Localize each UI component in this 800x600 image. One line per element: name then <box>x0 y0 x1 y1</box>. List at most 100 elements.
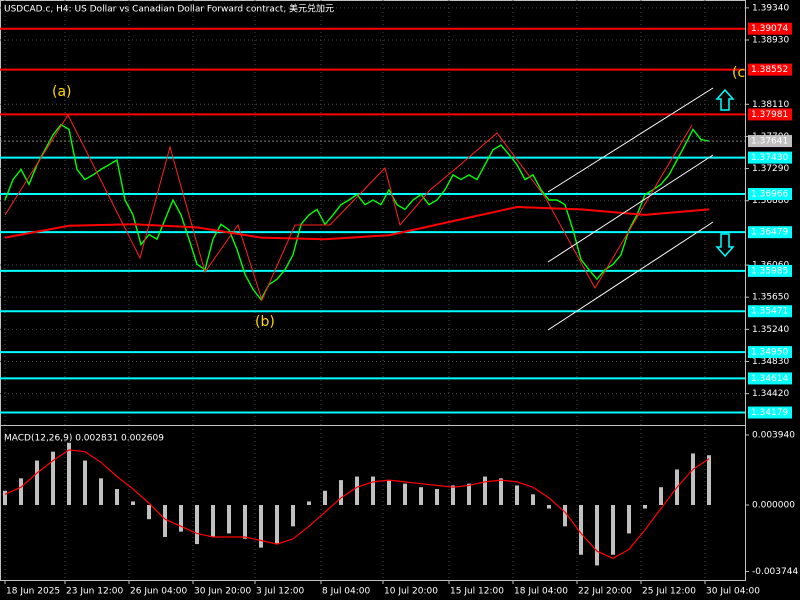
macd-bar <box>659 487 663 505</box>
x-tick-label: 15 Jul 12:00 <box>450 587 504 597</box>
macd-bar <box>547 504 551 509</box>
macd-bar <box>499 478 503 505</box>
macd-bar <box>483 476 487 505</box>
wave-label: (c <box>732 65 745 81</box>
macd-bar <box>387 480 391 505</box>
level-label-box <box>748 346 792 359</box>
level-label-box <box>748 226 792 239</box>
level-label: 1.35985 <box>751 266 788 276</box>
wave-label: (a) <box>52 84 72 100</box>
level-label-box <box>748 63 792 76</box>
x-tick-label: 26 Jun 04:00 <box>130 587 187 597</box>
zigzag <box>4 113 693 302</box>
channel <box>547 87 714 331</box>
level-label: 1.34950 <box>751 348 788 358</box>
x-tick-label: 10 Jul 20:00 <box>384 587 438 597</box>
macd-bar <box>515 485 519 505</box>
macd-bar <box>339 480 343 505</box>
macd-bar <box>451 485 455 505</box>
macd-bar <box>563 504 567 527</box>
x-tick-label: 30 Jun 20:00 <box>194 587 251 597</box>
level-label-box <box>748 22 792 35</box>
macd-bar <box>611 504 615 555</box>
panel-border <box>0 425 746 581</box>
macd-bar <box>467 483 471 505</box>
macd-bar <box>579 504 583 555</box>
last-price-label: 1.37641 <box>751 137 788 147</box>
moving-average <box>4 205 710 241</box>
level-label-box <box>748 406 792 419</box>
macd-bar <box>99 478 103 505</box>
macd-bar <box>195 504 199 545</box>
y-tick-label: 1.36880 <box>752 196 789 206</box>
y-tick-label: 1.38930 <box>752 35 789 45</box>
macd-bar <box>323 490 327 505</box>
x-tick-label: 25 Jul 12:00 <box>642 587 696 597</box>
y-tick-label: 1.38110 <box>752 100 789 110</box>
y-tick-label: -0.003744 <box>752 567 798 577</box>
level-label: 1.34179 <box>751 408 788 418</box>
level-label: 1.35471 <box>751 307 788 317</box>
level-label-box <box>748 108 792 121</box>
macd-bar <box>419 487 423 505</box>
macd-bar <box>211 504 215 537</box>
y-tick-label: 1.39340 <box>752 3 789 13</box>
y-tick-label: 1.34830 <box>752 357 789 367</box>
x-tick-label: 22 Jul 20:00 <box>578 587 632 597</box>
macd-bar <box>595 504 599 566</box>
y-tick-label: 1.35240 <box>752 325 789 335</box>
macd-bar <box>243 504 247 539</box>
x-tick-label: 18 Jul 04:00 <box>514 587 568 597</box>
level-label-box <box>748 264 792 277</box>
macd-bar <box>163 504 167 537</box>
macd-bar <box>307 501 311 505</box>
y-tick-label: 0.003940 <box>752 430 795 440</box>
y-tick-label: 1.35650 <box>752 293 789 303</box>
zigzag-line <box>4 113 693 302</box>
last-price-box <box>748 135 792 148</box>
level-label: 1.34614 <box>751 374 788 384</box>
y-tick-label: 0.000000 <box>752 500 795 510</box>
level-label: 1.37981 <box>751 110 788 120</box>
level-label: 1.38552 <box>751 65 788 75</box>
price-line <box>4 123 710 301</box>
down-arrow <box>715 233 735 258</box>
macd-bar <box>627 504 631 534</box>
macd-bar <box>291 504 295 527</box>
y-tick-label: 1.34420 <box>752 389 789 399</box>
macd-bar <box>147 504 151 520</box>
macd-bar <box>35 460 39 505</box>
macd-bar <box>227 504 231 534</box>
macd-bar <box>371 476 375 505</box>
x-tick-label: 3 Jul 12:00 <box>256 587 305 597</box>
level-label: 1.36479 <box>751 228 788 238</box>
level-label-box <box>748 151 792 164</box>
y-tick-label: 1.37290 <box>752 164 789 174</box>
plot <box>0 0 749 584</box>
signal-line <box>4 449 710 559</box>
channel-middle <box>547 154 714 263</box>
macd-bar <box>643 504 647 509</box>
channel-lower <box>547 221 714 331</box>
macd-bar <box>131 501 135 505</box>
level-label: 1.36966 <box>751 189 788 199</box>
macd-title: MACD(12,26,9) 0.002831 0.002609 <box>4 434 164 444</box>
level-label-box <box>748 372 792 385</box>
macd-bar <box>115 488 119 505</box>
macd-bar <box>179 504 183 532</box>
wave-label: (b) <box>255 314 275 330</box>
macd-bar <box>275 504 279 545</box>
macd-bar <box>403 483 407 505</box>
macd-bar <box>691 453 695 505</box>
macd-bar <box>51 451 55 505</box>
macd-bar <box>259 504 263 548</box>
channel-upper <box>547 87 714 193</box>
macd-bar <box>3 490 7 505</box>
macd-bar <box>83 460 87 505</box>
x-tick-label: 8 Jul 04:00 <box>322 587 371 597</box>
level-label: 1.37430 <box>751 153 788 163</box>
up-arrow <box>715 88 735 111</box>
x-tick-label: 30 Jul 04:00 <box>706 587 760 597</box>
